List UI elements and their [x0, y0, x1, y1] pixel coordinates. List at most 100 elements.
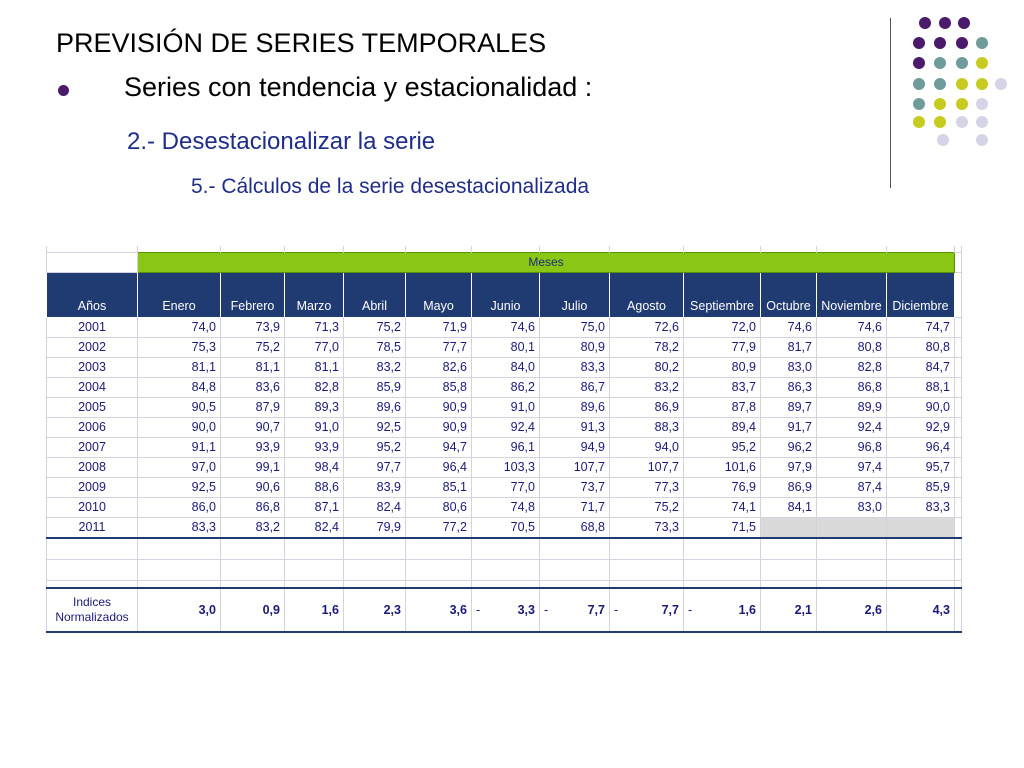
value-cell: 86,8 [816, 377, 887, 398]
table-row: 2006 90,0 90,7 91,0 92,5 90,9 92,4 91,3 88,3 89,4… [46, 417, 962, 438]
decorative-dot [976, 57, 988, 69]
year-cell: 2005 [46, 397, 138, 418]
value-cell: 78,2 [609, 337, 684, 358]
year-cell: 2007 [46, 437, 138, 458]
value-cell: 103,3 [471, 457, 540, 478]
value-cell: 86,7 [539, 377, 610, 398]
index-cell: 0,9 [220, 587, 285, 633]
decorative-dot [913, 98, 925, 110]
value-cell: 92,5 [137, 477, 221, 498]
table-row: 2004 84,8 83,6 82,8 85,9 85,8 86,2 86,7 83,2 83,7… [46, 377, 962, 398]
value-cell: 80,8 [886, 337, 955, 358]
value-cell: 91,3 [539, 417, 610, 438]
month-header: Julio [539, 272, 610, 318]
value-cell: 77,7 [405, 337, 472, 358]
index-value: 3,0 [198, 602, 216, 617]
value-cell: 96,4 [886, 437, 955, 458]
value-cell: 83,2 [220, 517, 285, 539]
value-cell: 68,8 [539, 517, 610, 539]
value-cell: 98,4 [284, 457, 344, 478]
index-cell: - 7,7 [539, 587, 610, 633]
value-cell: 85,9 [343, 377, 406, 398]
value-cell: 97,9 [760, 457, 817, 478]
value-cell: 91,7 [760, 417, 817, 438]
value-cell: 89,3 [284, 397, 344, 418]
year-cell: 2009 [46, 477, 138, 498]
value-cell: 107,7 [609, 457, 684, 478]
value-cell: 74,6 [816, 317, 887, 338]
index-value: 7,7 [587, 602, 605, 617]
value-cell: 83,0 [816, 497, 887, 518]
table-row: 2003 81,1 81,1 81,1 83,2 82,6 84,0 83,3 80,2 80,9… [46, 357, 962, 378]
value-cell: 75,2 [220, 337, 285, 358]
table-row: 2002 75,3 75,2 77,0 78,5 77,7 80,1 80,9 78,2 77,9… [46, 337, 962, 358]
value-cell: 80,6 [405, 497, 472, 518]
decorative-divider [890, 18, 891, 188]
value-cell: 83,3 [137, 517, 221, 539]
value-cell: 96,2 [760, 437, 817, 458]
index-cell: 3,6 [405, 587, 472, 633]
year-cell: 2002 [46, 337, 138, 358]
decorative-dot [934, 98, 946, 110]
value-cell: 89,6 [539, 397, 610, 418]
value-cell: 92,4 [816, 417, 887, 438]
value-cell: 83,0 [760, 357, 817, 378]
value-cell: 74,1 [683, 497, 761, 518]
value-cell: 74,6 [760, 317, 817, 338]
value-cell: 91,0 [471, 397, 540, 418]
decorative-dot [976, 98, 988, 110]
index-value: 2,6 [864, 602, 882, 617]
indices-row: Indices Normalizados 3,0 0,9 1,6 2,3 3,6-3,3-7… [46, 587, 962, 633]
value-cell: 73,9 [220, 317, 285, 338]
value-cell: 88,1 [886, 377, 955, 398]
decorative-dot [913, 78, 925, 90]
value-cell: 80,9 [539, 337, 610, 358]
value-cell: 80,8 [816, 337, 887, 358]
value-cell: 71,3 [284, 317, 344, 338]
decorative-dot [956, 78, 968, 90]
value-cell: 89,9 [816, 397, 887, 418]
value-cell [886, 517, 955, 539]
value-cell: 76,9 [683, 477, 761, 498]
month-header: Junio [471, 272, 540, 318]
value-cell: 86,9 [760, 477, 817, 498]
subheading-1: 2.- Desestacionalizar la serie [127, 128, 436, 155]
value-cell: 87,1 [284, 497, 344, 518]
value-cell: 93,9 [284, 437, 344, 458]
value-cell: 90,0 [886, 397, 955, 418]
indices-label: Indices Normalizados [46, 587, 138, 633]
decorative-dot [976, 37, 988, 49]
month-header: Agosto [609, 272, 684, 318]
decorative-dot [976, 116, 988, 128]
value-cell: 99,1 [220, 457, 285, 478]
value-cell: 83,3 [539, 357, 610, 378]
month-header: Marzo [284, 272, 344, 318]
value-cell: 97,0 [137, 457, 221, 478]
value-cell: 97,4 [816, 457, 887, 478]
value-cell: 96,1 [471, 437, 540, 458]
value-cell: 94,7 [405, 437, 472, 458]
value-cell: 87,4 [816, 477, 887, 498]
index-value: 2,3 [383, 602, 401, 617]
value-cell: 94,9 [539, 437, 610, 458]
year-cell: 2003 [46, 357, 138, 378]
value-cell: 82,8 [284, 377, 344, 398]
decorative-dot [913, 116, 925, 128]
value-cell: 86,0 [137, 497, 221, 518]
decorative-dot [976, 78, 988, 90]
value-cell: 78,5 [343, 337, 406, 358]
value-cell: 92,4 [471, 417, 540, 438]
bullet-dot-icon [58, 85, 69, 96]
value-cell: 84,8 [137, 377, 221, 398]
index-sign: - [544, 602, 549, 617]
value-cell: 77,0 [471, 477, 540, 498]
value-cell: 77,3 [609, 477, 684, 498]
value-cell: 83,6 [220, 377, 285, 398]
indices-label-line2: Normalizados [55, 610, 129, 624]
decorative-dot [913, 37, 925, 49]
value-cell: 88,6 [284, 477, 344, 498]
value-cell: 74,8 [471, 497, 540, 518]
value-cell: 97,7 [343, 457, 406, 478]
table-row: 2001 74,0 73,9 71,3 75,2 71,9 74,6 75,0 72,6 72,0… [46, 317, 962, 338]
value-cell: 71,5 [683, 517, 761, 539]
